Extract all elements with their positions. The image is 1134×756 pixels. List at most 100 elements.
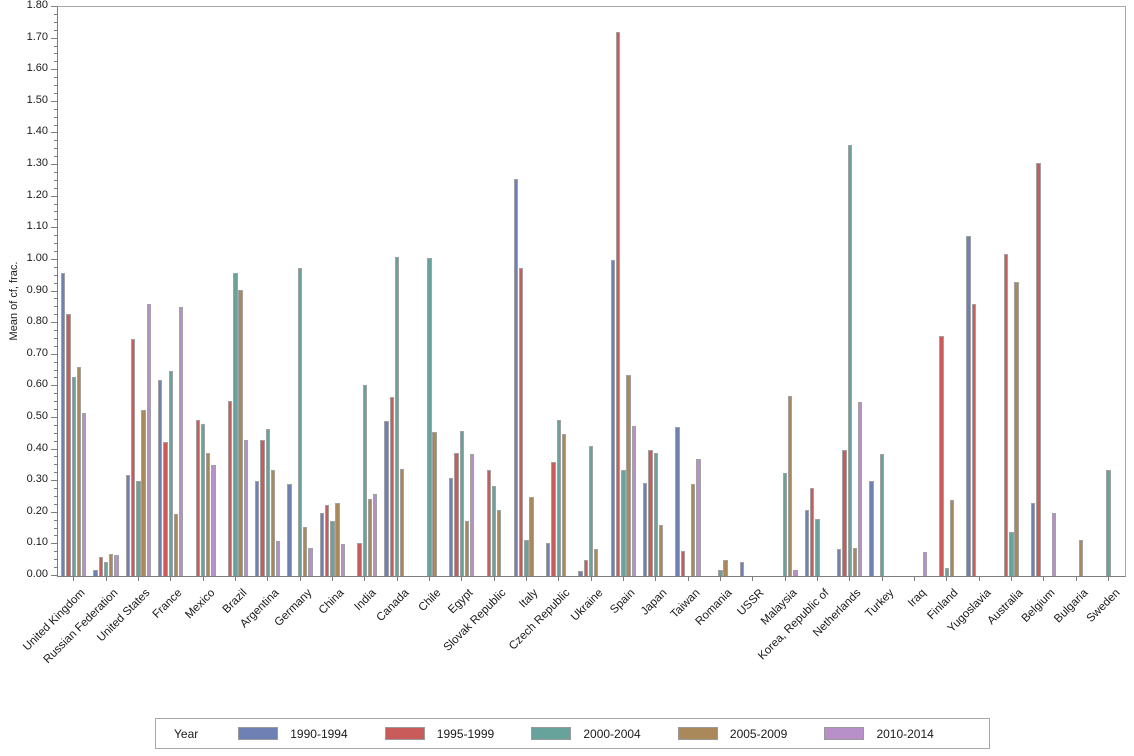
y-minor-tick — [54, 21, 57, 23]
legend-entry: 2000-2004 — [531, 727, 678, 741]
bar-1990-1994 — [449, 478, 454, 576]
bar-1995-1999 — [680, 550, 685, 576]
bar-1995-1999 — [260, 440, 265, 576]
bar-2005-2009 — [206, 452, 211, 576]
bar-2005-2009 — [76, 367, 82, 576]
bar-2005-2009 — [432, 432, 437, 576]
y-major-tick — [51, 164, 57, 166]
bar-2000-2004 — [200, 424, 206, 576]
y-tick-label: 0.90 — [26, 283, 48, 296]
bar-2010-2014 — [308, 547, 313, 576]
y-minor-tick — [54, 440, 57, 442]
y-minor-tick — [54, 369, 57, 371]
bar-2010-2014 — [211, 465, 216, 576]
y-minor-tick — [54, 219, 57, 221]
y-minor-tick — [54, 377, 57, 379]
y-minor-tick — [54, 306, 57, 308]
x-tick — [493, 576, 495, 581]
y-minor-tick — [54, 211, 57, 213]
y-minor-tick — [54, 345, 57, 347]
y-major-tick — [51, 480, 57, 482]
legend-swatch — [238, 727, 279, 740]
legend-label: 2005-2009 — [729, 726, 788, 741]
y-minor-tick — [54, 116, 57, 118]
x-tick — [170, 576, 172, 581]
bar-2000-2004 — [718, 569, 723, 576]
bar-2005-2009 — [367, 498, 373, 576]
y-minor-tick — [54, 156, 57, 158]
bar-2005-2009 — [141, 410, 146, 576]
x-tick — [364, 576, 366, 581]
bar-1995-1999 — [66, 313, 71, 576]
bar-2010-2014 — [178, 307, 184, 576]
x-tick-label: Turkey — [862, 587, 896, 621]
bar-1990-1994 — [287, 484, 292, 576]
y-minor-tick — [54, 401, 57, 403]
y-minor-tick — [54, 464, 57, 466]
y-major-tick — [51, 385, 57, 387]
x-tick — [913, 576, 915, 581]
x-tick-label: France — [150, 587, 185, 621]
y-minor-tick — [54, 203, 57, 205]
bar-1990-1994 — [869, 481, 874, 576]
bar-2000-2004 — [71, 376, 76, 576]
bar-1990-1994 — [740, 561, 745, 576]
bar-1990-1994 — [158, 380, 163, 576]
bar-1990-1994 — [675, 427, 680, 576]
y-minor-tick — [54, 456, 57, 458]
bar-1990-1994 — [319, 512, 325, 576]
y-minor-tick — [54, 187, 57, 189]
bar-2000-2004 — [621, 470, 626, 576]
y-minor-tick — [54, 77, 57, 79]
y-minor-tick — [54, 472, 57, 474]
y-minor-tick — [54, 488, 57, 490]
bar-2000-2004 — [459, 430, 464, 576]
bar-2000-2004 — [1009, 531, 1014, 576]
x-tick-label: Sweden — [1084, 587, 1123, 625]
bar-1995-1999 — [971, 304, 976, 576]
y-tick-label: 1.10 — [26, 220, 48, 233]
y-minor-tick — [54, 559, 57, 561]
bar-2000-2004 — [297, 267, 303, 576]
x-tick-label: Spain — [608, 587, 638, 617]
x-tick — [1043, 576, 1045, 581]
y-minor-tick — [54, 282, 57, 284]
bar-1995-1999 — [454, 452, 459, 576]
y-tick-label: 1.70 — [26, 30, 48, 43]
legend-swatch — [384, 727, 425, 740]
x-tick — [137, 576, 139, 581]
bar-2005-2009 — [1079, 539, 1084, 576]
bar-2000-2004 — [265, 429, 270, 576]
bar-2000-2004 — [524, 539, 529, 576]
y-minor-tick — [54, 274, 57, 276]
x-tick — [1107, 576, 1109, 581]
bar-1995-1999 — [616, 32, 621, 576]
y-tick-label: 0.00 — [26, 568, 48, 580]
bar-2000-2004 — [136, 481, 141, 576]
bar-1995-1999 — [163, 441, 168, 576]
bar-2000-2004 — [556, 419, 561, 576]
x-tick — [558, 576, 560, 581]
x-tick-label: Czech Republic — [507, 587, 573, 653]
bar-2000-2004 — [362, 384, 367, 576]
x-tick — [752, 576, 754, 581]
x-tick-label: Japan — [638, 587, 670, 618]
bar-2010-2014 — [275, 541, 281, 576]
y-minor-tick — [54, 179, 57, 181]
bar-2000-2004 — [103, 561, 109, 576]
x-tick-label: Belgium — [1019, 587, 1058, 625]
y-major-tick — [51, 195, 57, 197]
legend-swatch — [677, 727, 718, 740]
x-tick-label: Chile — [416, 587, 444, 615]
legend-title: Year — [174, 726, 199, 741]
y-tick-label: 1.40 — [26, 125, 48, 138]
legend-label: 1990-1994 — [290, 726, 348, 741]
y-major-tick — [51, 322, 57, 324]
x-tick — [881, 576, 883, 581]
y-tick-label: 0.10 — [26, 536, 48, 549]
y-minor-tick — [54, 551, 57, 553]
bar-2000-2004 — [782, 473, 788, 576]
y-major-tick — [51, 290, 57, 292]
bar-2010-2014 — [631, 425, 636, 576]
y-tick-label: 1.80 — [26, 0, 48, 11]
